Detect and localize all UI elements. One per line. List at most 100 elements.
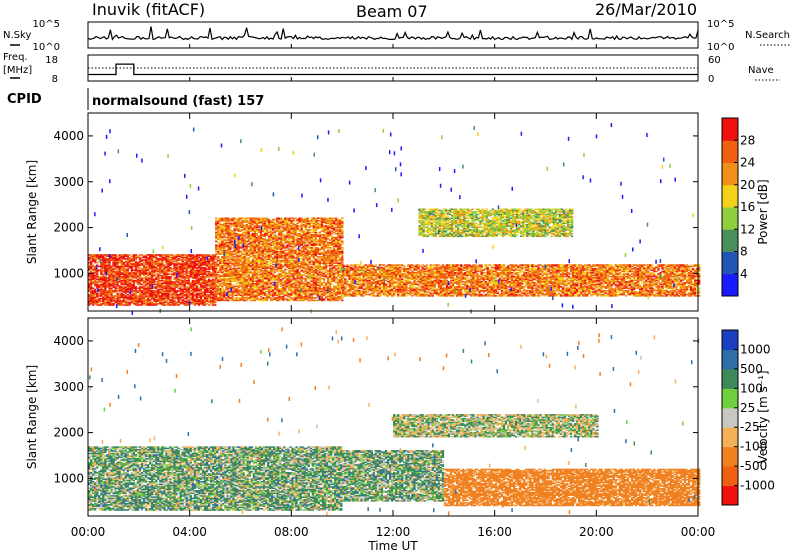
power-echo-cell	[263, 235, 267, 238]
power-echo-cell	[304, 220, 307, 222]
power-echo-cell	[112, 264, 115, 267]
power-echo-cell	[98, 256, 101, 259]
power-echo-cell	[169, 300, 172, 302]
power-echo-cell	[157, 273, 160, 275]
power-echo-cell	[255, 223, 259, 226]
power-echo-cell	[282, 236, 285, 239]
power-echo-cell	[239, 282, 242, 285]
power-echo-cell	[259, 221, 263, 223]
power-echo-cell	[140, 277, 144, 279]
power-echo-cell	[207, 301, 211, 304]
power-echo-cell	[235, 221, 238, 223]
power-echo-cell	[257, 217, 261, 220]
power-echo-cell	[243, 229, 246, 231]
power-echo-cell	[138, 273, 142, 275]
power-echo-cell	[278, 297, 281, 299]
power-echo-cell	[132, 265, 136, 268]
power-echo-cell	[217, 284, 220, 286]
power-echo-cell	[207, 265, 211, 268]
power-echo-cell	[187, 279, 190, 282]
power-echo-cell	[171, 300, 174, 302]
power-echo-cell	[263, 266, 267, 268]
power-echo-cell	[312, 297, 316, 299]
power-echo-cell	[235, 248, 238, 250]
power-echo-cell	[167, 270, 170, 273]
power-echo-cell	[189, 301, 192, 304]
power-echo-cell	[308, 295, 311, 298]
power-echo-cell	[210, 265, 213, 268]
power-echo-cell	[292, 293, 295, 295]
power-echo-cell	[96, 299, 99, 301]
power-echo-cell	[241, 257, 244, 259]
power-echo-cell	[134, 297, 138, 300]
power-echo-cell	[292, 289, 295, 291]
power-echo-cell	[306, 276, 309, 279]
power-echo-cell	[288, 259, 291, 262]
power-echo-cell	[165, 283, 168, 286]
power-echo-cell	[104, 278, 107, 281]
power-echo-cell	[90, 300, 93, 302]
power-echo-cell	[191, 283, 195, 286]
power-echo-cell	[144, 268, 148, 270]
power-echo-cell	[221, 253, 224, 256]
power-echo-cell	[300, 280, 303, 282]
power-echo-cell	[151, 255, 154, 258]
power-echo-cell	[189, 273, 192, 275]
power-echo-cell	[312, 225, 316, 227]
power-echo-cell	[199, 295, 203, 297]
power-echo-cell	[203, 254, 207, 256]
power-echo-cell	[231, 217, 234, 220]
power-echo-cell	[126, 255, 129, 258]
power-echo-cell	[102, 267, 105, 269]
power-echo-cell	[134, 269, 138, 272]
power-echo-cell	[229, 253, 232, 256]
power-echo-cell	[142, 301, 146, 304]
power-echo-cell	[153, 264, 156, 267]
power-echo-cell	[163, 286, 166, 288]
power-echo-cell	[269, 258, 273, 261]
power-echo-cell	[161, 256, 164, 259]
power-echo-cell	[290, 230, 293, 232]
power-echo-cell	[124, 286, 127, 288]
power-echo-cell	[223, 262, 226, 264]
power-echo-cell	[310, 294, 313, 297]
power-echo-cell	[237, 252, 240, 254]
power-echo-cell	[106, 302, 109, 305]
power-echo-cell	[304, 229, 307, 231]
power-echo-cell	[292, 263, 295, 266]
power-echo-cell	[185, 274, 188, 277]
power-echo-cell	[130, 286, 134, 288]
power-echo-cell	[210, 297, 213, 300]
power-echo-cell	[286, 217, 289, 220]
power-echo-cell	[215, 240, 218, 243]
power-echo-cell	[173, 291, 176, 293]
power-echo-cell	[251, 271, 255, 273]
power-echo-cell	[205, 284, 209, 287]
power-echo-cell	[225, 264, 228, 267]
power-echo-cell	[314, 221, 318, 223]
power-echo-cell	[227, 264, 230, 267]
power-echo-cell	[310, 235, 313, 238]
power-echo-cell	[217, 270, 220, 272]
power-echo-cell	[96, 269, 99, 272]
power-echo-cell	[296, 240, 299, 243]
power-echo-cell	[286, 235, 289, 238]
power-echo-cell	[314, 252, 318, 254]
power-echo-cell	[308, 294, 311, 297]
power-echo-cell	[290, 282, 293, 285]
power-echo-cell	[144, 277, 148, 279]
power-echo-cell	[94, 255, 97, 258]
power-echo-cell	[255, 277, 259, 280]
power-echo-cell	[193, 283, 197, 286]
power-echo-cell	[151, 275, 154, 278]
power-echo-cell	[100, 284, 103, 287]
power-echo-cell	[225, 227, 228, 230]
power-echo-cell	[298, 298, 301, 300]
power-echo-cell	[163, 290, 166, 292]
power-echo-cell	[245, 288, 248, 290]
power-echo-cell	[102, 277, 105, 279]
power-echo-cell	[253, 218, 257, 221]
power-echo-cell	[183, 273, 186, 275]
power-echo-cell	[161, 287, 164, 290]
power-echo-cell	[233, 239, 236, 241]
